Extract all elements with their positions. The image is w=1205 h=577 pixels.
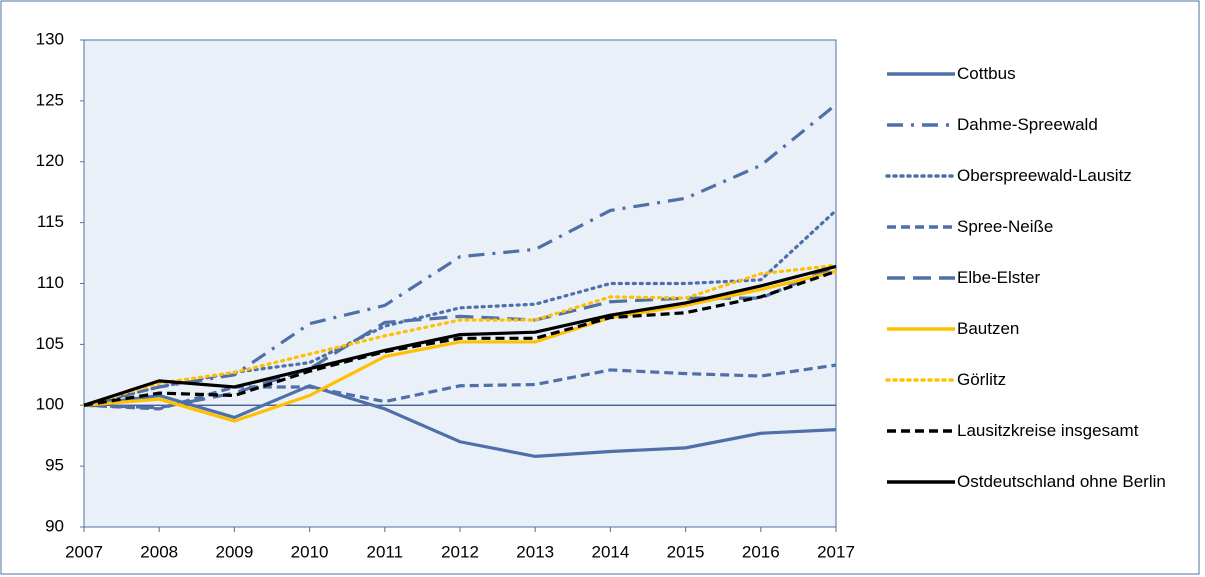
series-line [83,264,837,410]
x-tick-label: 2013 [516,542,554,561]
y-tick-label: 105 [36,334,64,353]
legend-label: Cottbus [957,64,1016,83]
legend-item: Oberspreewald-Lausitz [885,160,1200,211]
series-line [83,264,837,407]
legend: Cottbus Dahme-Spreewald Oberspreewald-Laus… [885,58,1200,517]
y-tick-label: 95 [45,456,64,475]
legend-label: Dahme-Spreewald [957,115,1098,134]
legend-label: Oberspreewald-Lausitz [957,166,1132,185]
x-tick-label: 2009 [215,542,253,561]
y-tick-label: 130 [36,29,64,48]
legend-swatch [887,72,955,76]
x-tick-label: 2010 [291,542,329,561]
legend-label: Spree-Neiße [957,217,1054,236]
legend-label: Ostdeutschland ohne Berlin [957,472,1166,491]
legend-item: Lausitzkreise insgesamt [885,415,1200,466]
x-tick-label: 2011 [367,542,404,561]
legend-item: Bautzen [885,313,1200,364]
legend-swatch [887,429,955,433]
x-tick-label: 2008 [140,542,178,561]
legend-swatch [885,174,957,178]
legend-item: Cottbus [885,58,1200,109]
series-line [82,263,838,407]
legend-item: Görlitz [885,364,1200,415]
x-tick-label: 2007 [65,542,103,561]
x-tick-label: 2014 [591,542,629,561]
plot-area [83,39,837,528]
legend-label: Bautzen [957,319,1020,338]
legend-swatch [887,276,955,280]
legend-swatch [887,123,955,127]
legend-item: Ostdeutschland ohne Berlin [885,466,1200,517]
y-tick-label: 110 [37,273,64,292]
x-tick-label: 2015 [667,542,705,561]
legend-item: Spree-Neiße [885,211,1200,262]
legend-swatch [887,480,955,484]
legend-swatch [887,225,955,229]
series-line [83,269,837,423]
y-tick-label: 120 [36,151,64,170]
series-line [83,269,837,407]
legend-item: Elbe-Elster [885,262,1200,313]
legend-label: Elbe-Elster [957,268,1041,287]
series-line [83,103,838,407]
x-tick-label: 2016 [742,542,780,561]
x-tick-label: 2017 [817,542,855,561]
series-line [83,384,837,458]
x-tick-label: 2012 [441,542,479,561]
y-tick-label: 90 [45,516,64,535]
legend-swatch [887,327,955,331]
legend-swatch [885,378,957,382]
legend-label: Lausitzkreise insgesamt [957,421,1139,440]
legend-item: Dahme-Spreewald [885,109,1200,160]
legend-label: Görlitz [957,370,1007,389]
y-tick-label: 115 [37,212,64,231]
y-tick-label: 100 [36,395,64,414]
y-tick-label: 125 [36,90,64,109]
